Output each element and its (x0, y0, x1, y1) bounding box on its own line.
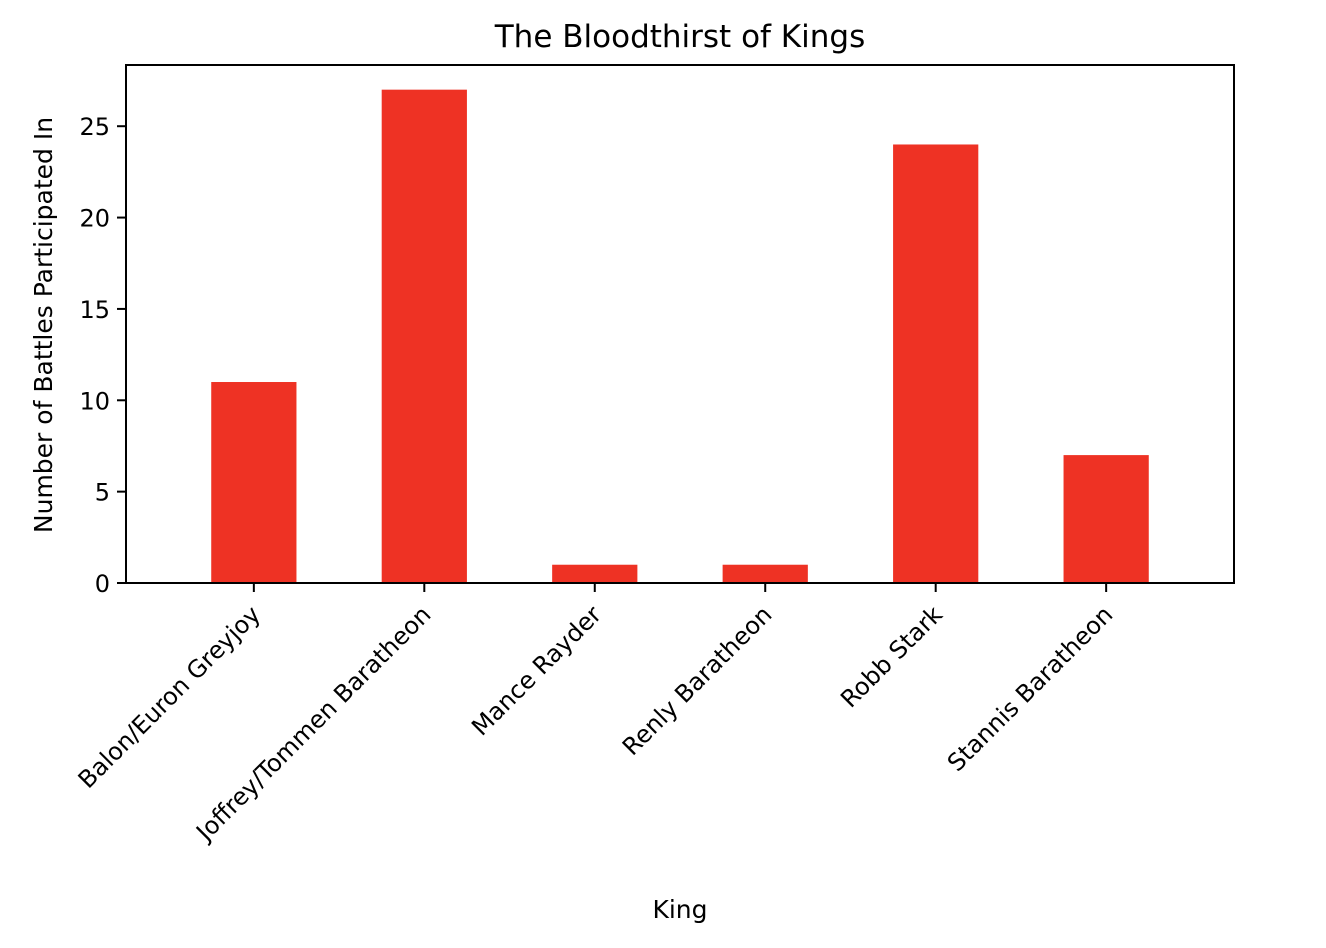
bar (552, 564, 638, 583)
x-tick-label: Renly Baratheon (617, 600, 778, 761)
y-axis-label: Number of Battles Participated In (29, 117, 58, 533)
bar (381, 89, 467, 584)
y-axis-ticks: 0 5 10 15 20 25 (79, 113, 126, 598)
x-tick-label: Robb Stark (835, 600, 948, 713)
y-tick-label: 0 (95, 570, 110, 598)
bar (893, 144, 979, 583)
bar (211, 382, 297, 583)
chart-title: The Bloodthirst of Kings (494, 19, 865, 55)
y-tick-label: 25 (79, 113, 110, 141)
y-tick-label: 5 (95, 479, 110, 507)
x-tick-label: Stannis Baratheon (942, 600, 1119, 777)
x-tick-label: Mance Rayder (466, 600, 607, 741)
x-tick-label: Balon/Euron Greyjoy (73, 600, 266, 793)
y-tick-label: 15 (79, 296, 110, 324)
plot-frame (125, 64, 1235, 584)
bar (722, 564, 808, 583)
y-tick-label: 10 (79, 387, 110, 415)
bars-group (211, 89, 1149, 584)
y-tick-label: 20 (79, 205, 110, 233)
bar (1063, 455, 1149, 583)
x-axis-label: King (652, 895, 707, 924)
